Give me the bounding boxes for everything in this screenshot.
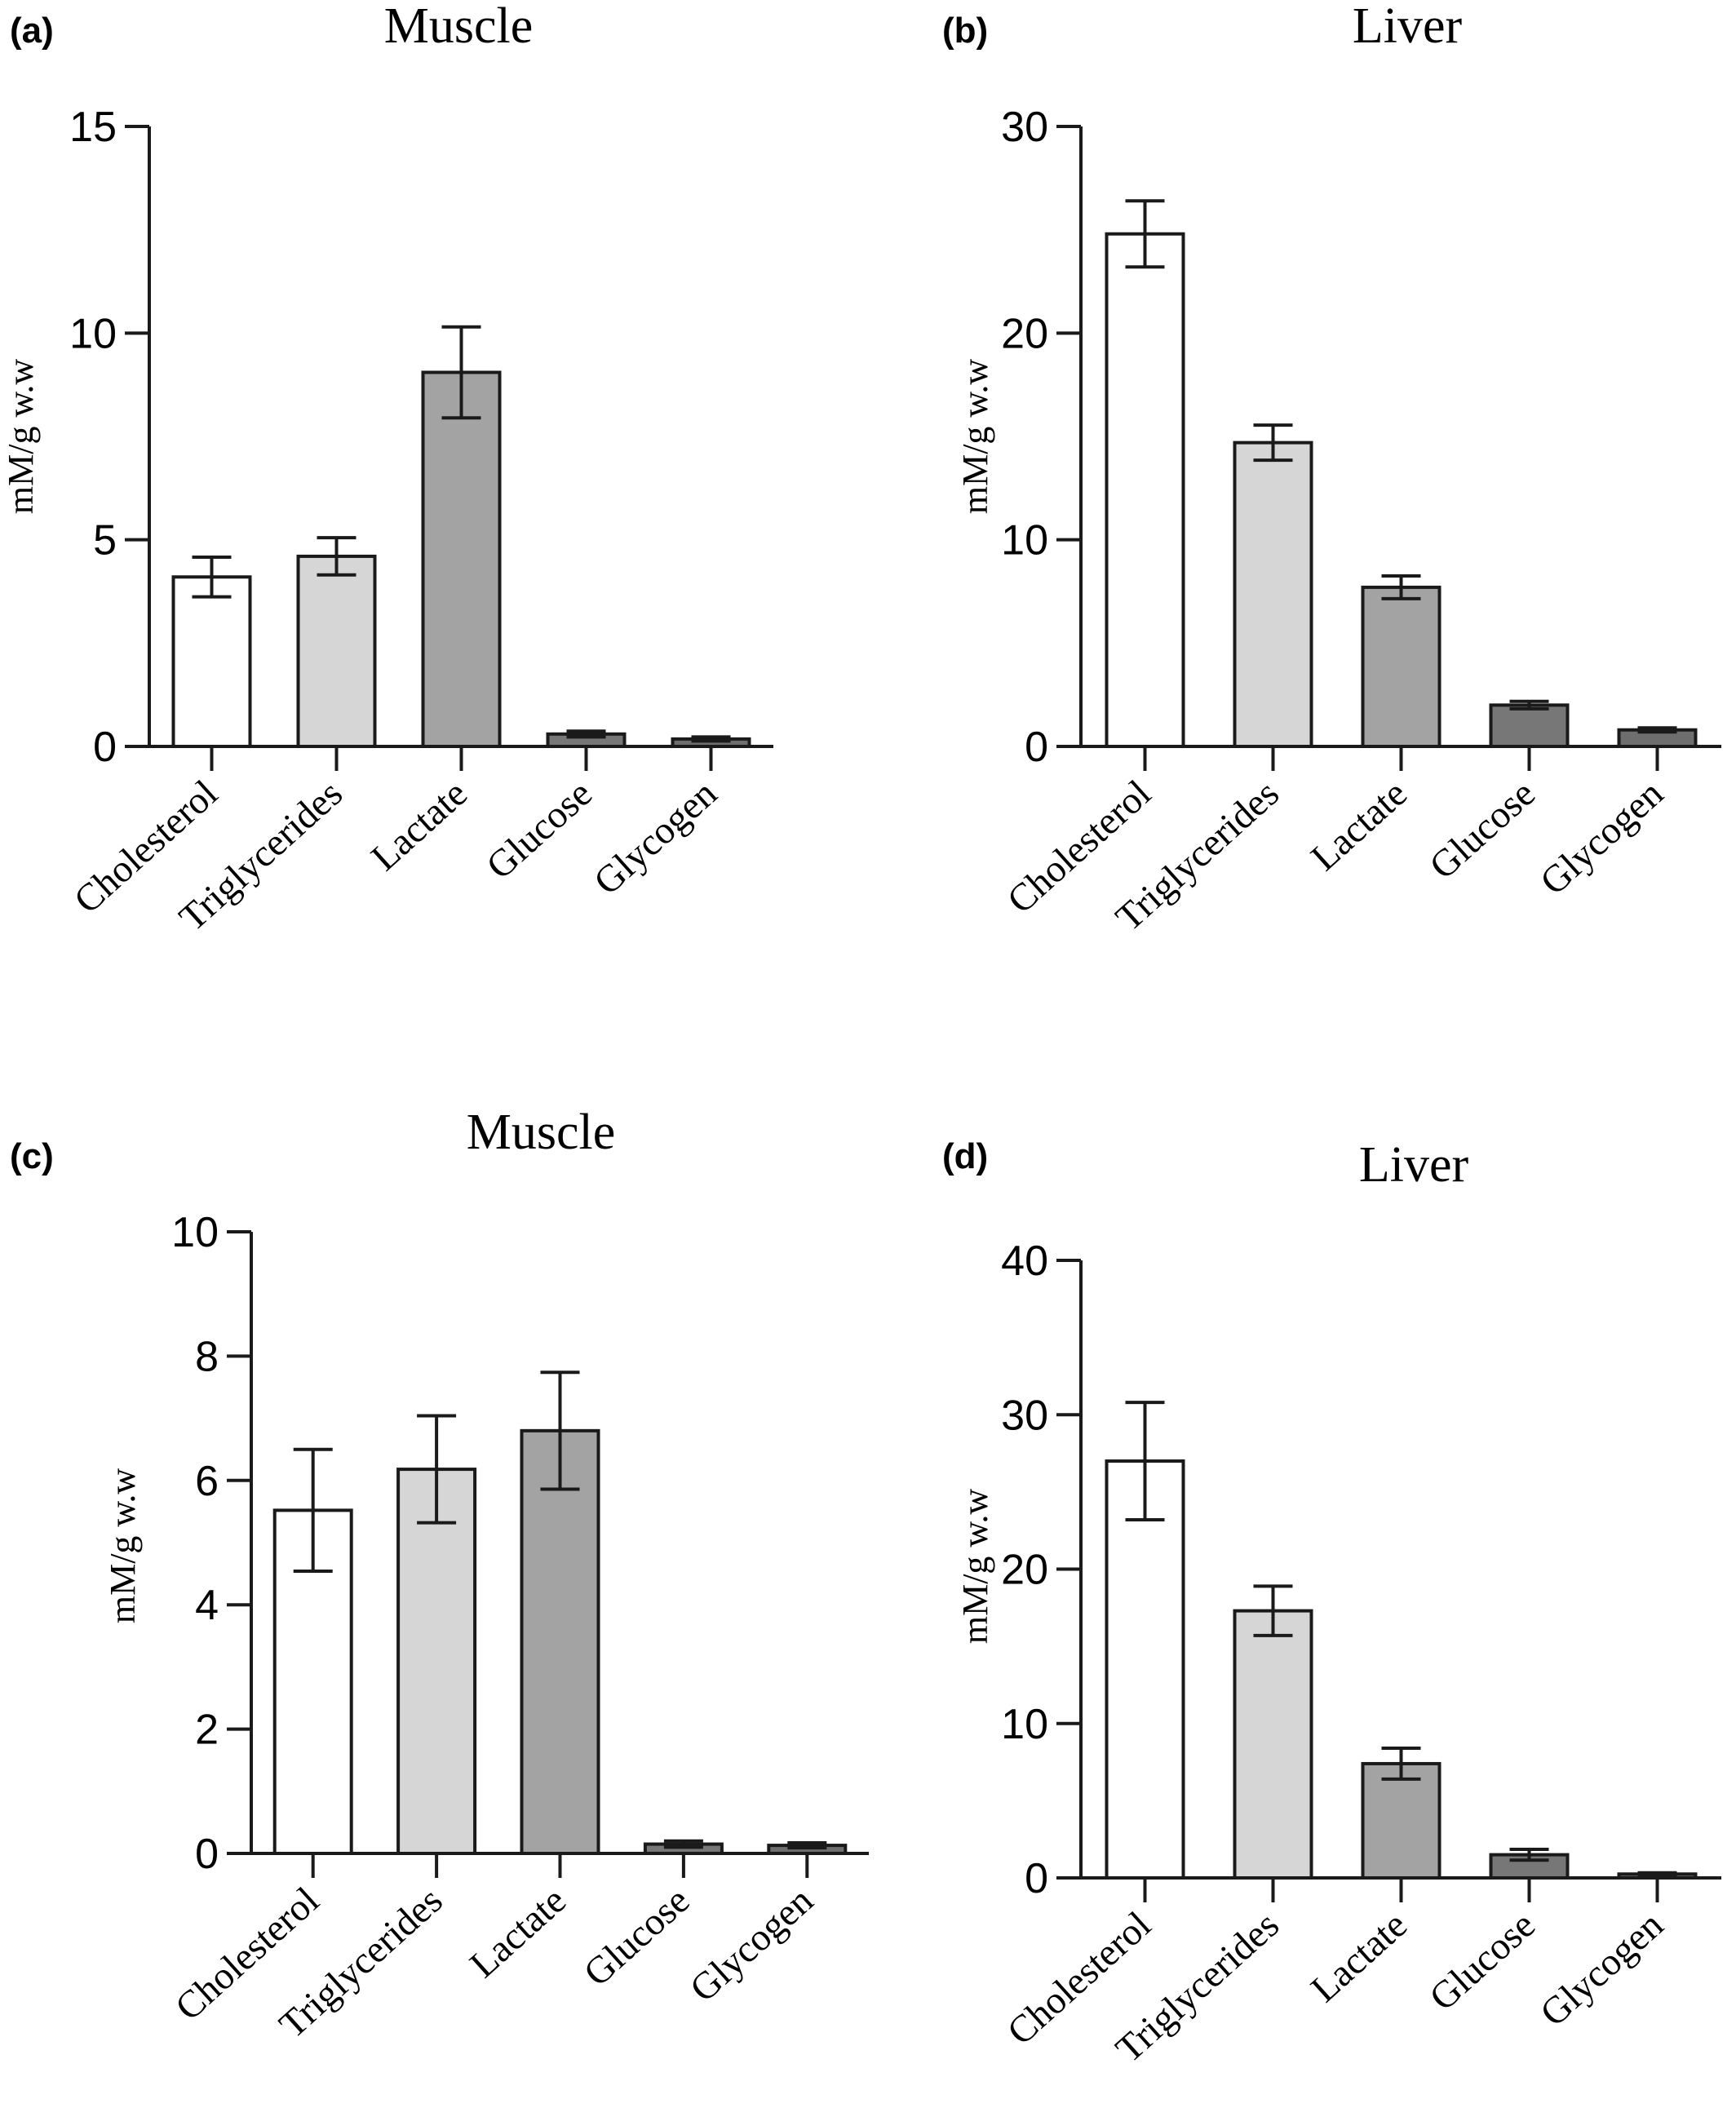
y-tick-label: 10 <box>1001 517 1048 565</box>
x-tick-label: Glucose <box>576 1880 698 1995</box>
y-tick-label: 8 <box>195 1333 219 1380</box>
y-tick-label: 10 <box>171 1209 219 1256</box>
y-tick-label: 10 <box>1001 1701 1048 1748</box>
panel-label: (c) <box>10 1136 54 1176</box>
panel-label: (a) <box>10 11 54 51</box>
y-tick-label: 0 <box>1025 1855 1048 1902</box>
x-tick-label: Glucose <box>479 773 600 888</box>
y-tick-label: 15 <box>69 104 117 151</box>
bar-lactate <box>1361 1761 1442 1880</box>
x-tick-label: Glucose <box>1422 773 1543 888</box>
chart-title: Liver <box>1359 1137 1469 1193</box>
bar-lactate <box>421 370 502 748</box>
bar-triglycerides <box>1233 441 1313 748</box>
x-tick-label: Glycogen <box>1532 1904 1672 2035</box>
bar-glucose <box>1489 703 1570 748</box>
bar-lactate <box>1361 585 1442 749</box>
y-axis-label: mM/g w.w <box>1 359 41 514</box>
y-tick-label: 30 <box>1001 1392 1048 1439</box>
y-tick-label: 20 <box>1001 310 1048 357</box>
y-tick-label: 0 <box>93 724 117 771</box>
x-tick-label: Lactate <box>1303 1904 1415 2011</box>
y-tick-label: 5 <box>93 517 117 565</box>
x-tick-label: Glucose <box>1422 1904 1543 2020</box>
y-tick-label: 0 <box>195 1831 219 1878</box>
x-tick-label: Glycogen <box>682 1880 822 2011</box>
x-tick-label: Glycogen <box>1532 773 1672 904</box>
chart-title: Liver <box>1353 0 1463 54</box>
y-axis-label: mM/g w.w <box>955 359 995 514</box>
bar-triglycerides <box>296 554 377 749</box>
bar-lactate <box>520 1428 600 1855</box>
x-tick-label: Lactate <box>363 773 476 879</box>
chart-title: Muscle <box>384 0 534 54</box>
x-tick-label: Lactate <box>462 1880 574 1986</box>
chart-title: Muscle <box>467 1105 616 1160</box>
y-tick-label: 0 <box>1025 724 1048 771</box>
bar-cholesterol <box>171 575 252 748</box>
y-axis-label: mM/g w.w <box>103 1468 143 1623</box>
y-tick-label: 20 <box>1001 1547 1048 1594</box>
y-tick-label: 40 <box>1001 1238 1048 1285</box>
x-tick-label: Lactate <box>1303 773 1415 879</box>
bar-triglycerides <box>396 1468 477 1855</box>
bar-cholesterol <box>1105 232 1185 748</box>
y-axis-label: mM/g w.w <box>955 1489 995 1644</box>
y-tick-label: 10 <box>69 310 117 357</box>
x-tick-label: Glycogen <box>586 773 725 904</box>
y-tick-label: 6 <box>195 1458 219 1505</box>
y-tick-label: 4 <box>195 1582 219 1629</box>
panel-label: (b) <box>942 11 988 51</box>
bar-triglycerides <box>1233 1609 1313 1880</box>
y-tick-label: 2 <box>195 1707 219 1754</box>
y-tick-label: 30 <box>1001 104 1048 151</box>
panel-label: (d) <box>942 1136 988 1176</box>
bar-cholesterol <box>1105 1459 1185 1880</box>
